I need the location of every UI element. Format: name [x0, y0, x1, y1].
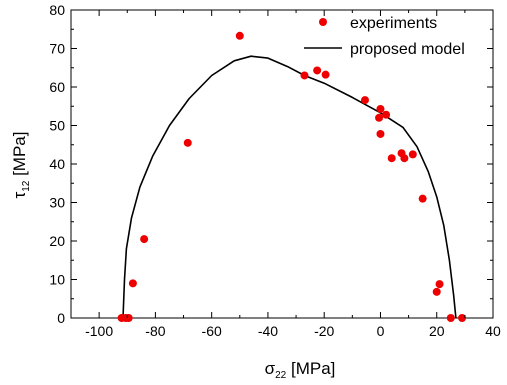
y-tick-label: 0 — [57, 310, 65, 326]
y-axis-title: τ12 [MPa] — [10, 132, 32, 199]
data-point-experiments — [360, 96, 369, 105]
x-tick-label: -20 — [314, 323, 334, 339]
x-axis-title-symbol: σ — [265, 359, 276, 378]
x-tick-label: 0 — [377, 323, 385, 339]
data-marks — [117, 31, 467, 322]
data-point-experiments — [140, 235, 149, 244]
data-point-experiments — [376, 129, 385, 138]
data-point-experiments — [435, 280, 444, 289]
data-point-experiments — [418, 194, 427, 203]
y-tick-label: 30 — [49, 195, 65, 211]
data-point-experiments — [387, 154, 396, 163]
x-axis-title-unit: [MPa] — [286, 359, 335, 378]
legend: experiments proposed model — [304, 15, 465, 58]
data-point-experiments — [128, 279, 137, 288]
data-point-experiments — [375, 113, 384, 122]
x-tick-label: 20 — [429, 323, 445, 339]
data-point-experiments — [300, 71, 309, 80]
y-tick-label: 10 — [49, 272, 65, 288]
data-point-experiments — [313, 66, 322, 75]
y-tick-label: 80 — [49, 2, 65, 18]
axes: -100 -80 -60 -40 -20 0 20 40 0 10 20 30 40 50 60 70 80 — [49, 2, 501, 339]
data-point-experiments — [446, 314, 455, 322]
y-axis-title-symbol: τ — [10, 191, 29, 198]
data-point-experiments — [458, 314, 467, 322]
series-line-proposed-model — [122, 55, 457, 319]
data-point-experiments — [382, 110, 391, 119]
y-axis-title-unit: [MPa] — [10, 132, 29, 181]
data-point-experiments — [235, 31, 244, 40]
data-point-experiments — [124, 314, 133, 322]
x-tick-label: -40 — [258, 323, 278, 339]
legend-label-proposed-model: proposed model — [350, 41, 465, 58]
data-point-experiments — [183, 138, 192, 147]
data-point-experiments — [408, 150, 417, 159]
x-tick-label: -80 — [145, 323, 165, 339]
x-tick-label: 40 — [485, 323, 501, 339]
x-tick-label: -100 — [85, 323, 113, 339]
x-axis-title: σ22 [MPa] — [265, 359, 336, 381]
data-point-experiments — [321, 70, 330, 79]
y-tick-label: 60 — [49, 79, 65, 95]
legend-label-experiments: experiments — [350, 15, 437, 32]
data-point-experiments — [432, 287, 441, 296]
x-axis-title-subscript: 22 — [275, 370, 287, 381]
y-tick-label: 20 — [49, 233, 65, 249]
y-tick-label: 70 — [49, 41, 65, 57]
x-tick-label: -60 — [202, 323, 222, 339]
y-tick-label: 40 — [49, 156, 65, 172]
data-point-experiments — [376, 104, 385, 113]
y-axis-title-subscript: 12 — [21, 180, 32, 192]
y-tick-label: 50 — [49, 118, 65, 134]
data-point-experiments — [400, 154, 409, 163]
legend-marker-experiments — [319, 18, 327, 26]
